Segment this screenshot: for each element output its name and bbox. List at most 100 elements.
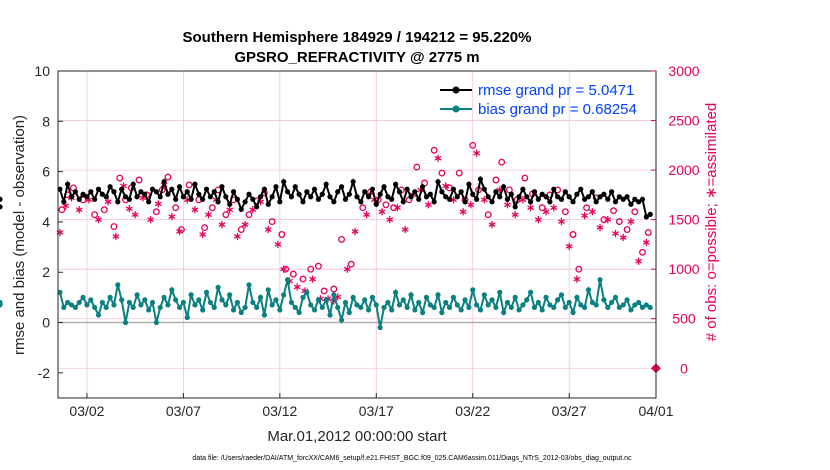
- rmse-point: [362, 189, 368, 195]
- bias-point: [643, 302, 649, 308]
- obs-assimilated-marker: [627, 218, 635, 226]
- rmse-point: [246, 191, 252, 197]
- bias-point: [338, 317, 345, 323]
- bias-point: [470, 287, 476, 293]
- rmse-point: [462, 199, 468, 205]
- bias-point: [211, 304, 217, 311]
- bias-point: [192, 302, 198, 308]
- rmse-point: [431, 199, 437, 205]
- obs-possible-marker: [610, 207, 618, 215]
- chart-titles: Southern Hemisphere 184929 / 194212 = 95…: [183, 29, 532, 66]
- obs-possible-marker: [623, 226, 631, 233]
- rmse-point: [211, 189, 217, 195]
- rmse-point: [257, 194, 264, 200]
- rmse-point: [335, 189, 341, 195]
- obs-possible-marker: [390, 204, 398, 212]
- rmse-point: [520, 186, 526, 192]
- obs-possible-marker: [320, 287, 328, 295]
- obs-possible-marker: [116, 174, 124, 182]
- rmse-point: [551, 186, 557, 192]
- bias-point: [396, 302, 403, 308]
- bias-point: [223, 302, 229, 308]
- obs-possible-marker: [615, 218, 623, 226]
- obs-possible-marker: [58, 206, 66, 214]
- bias-point: [273, 297, 279, 303]
- obs-possible-marker: [222, 211, 230, 219]
- bias-point: [227, 292, 233, 298]
- x-tick-label: 03/12: [262, 403, 297, 419]
- bias-point: [149, 299, 156, 306]
- bias-point: [585, 287, 592, 293]
- rmse-point: [578, 186, 584, 192]
- obs-assimilated-marker: [176, 227, 183, 236]
- bias-point: [146, 307, 152, 313]
- rmse-point: [342, 196, 349, 202]
- obs-assimilated-marker: [343, 265, 351, 273]
- bias-point: [246, 282, 252, 288]
- bias-point: [207, 299, 213, 306]
- bias-point: [142, 297, 148, 303]
- bias-point: [203, 289, 210, 295]
- obs-possible-marker: [583, 204, 591, 212]
- bias-point: [389, 307, 395, 313]
- obs-assimilated-marker: [511, 211, 519, 219]
- bias-point: [582, 304, 588, 311]
- rmse-point: [138, 189, 144, 195]
- rmse-point: [311, 186, 318, 192]
- bias-point: [354, 302, 360, 308]
- rmse-point: [184, 189, 190, 195]
- grid-lines: [58, 70, 656, 398]
- obs-possible-marker: [185, 181, 193, 189]
- rmse-point: [535, 196, 541, 202]
- rmse-point: [169, 186, 175, 192]
- rmse-point: [327, 194, 333, 200]
- bias-point: [601, 297, 607, 303]
- bias-point: [431, 304, 437, 311]
- y2-tick-label: 3000: [668, 63, 699, 79]
- rmse-point: [242, 199, 248, 205]
- rmse-point: [419, 184, 426, 190]
- bias-point: [597, 277, 603, 283]
- bias-point: [423, 294, 430, 300]
- rmse-point: [423, 194, 430, 200]
- obs-assimilated-marker: [226, 206, 234, 214]
- bias-point: [157, 304, 163, 311]
- bias-point: [516, 307, 522, 313]
- rmse-point: [408, 194, 414, 200]
- bias-point: [342, 299, 349, 306]
- obs-possible-marker: [164, 173, 172, 181]
- bias-point: [462, 297, 468, 303]
- bias-point: [265, 287, 271, 293]
- rmse-point: [439, 189, 445, 195]
- rmse-point: [119, 186, 125, 192]
- bias-point: [365, 307, 372, 313]
- bias-point: [173, 297, 179, 303]
- bias-point: [180, 299, 186, 306]
- obs-assimilated-marker: [467, 201, 475, 209]
- rmse-point: [392, 181, 399, 187]
- obs-assimilated-marker: [363, 211, 371, 219]
- rmse-point: [292, 184, 298, 190]
- rmse-point: [454, 194, 460, 200]
- bias-point: [535, 299, 541, 306]
- rmse-point: [389, 196, 395, 202]
- y-tick-label: 10: [34, 63, 50, 79]
- bias-point: [350, 294, 356, 300]
- obs-possible-marker: [278, 231, 286, 238]
- rmse-point: [543, 194, 549, 200]
- y-axis-label: rmse and bias (model - observation): [11, 115, 28, 355]
- rmse-point: [589, 189, 595, 195]
- obs-count-markers: [56, 141, 661, 374]
- bias-point: [419, 309, 426, 316]
- obs-assimilated-marker: [424, 201, 432, 209]
- x-axis-ticks: 03/02 03/07 03/12 03/17 03/22 03/27 04/01: [69, 393, 674, 419]
- obs-assimilated-marker: [401, 225, 409, 234]
- rmse-point: [636, 199, 642, 205]
- bias-point: [138, 302, 144, 308]
- rmse-point: [115, 199, 121, 205]
- rmse-point: [107, 184, 113, 190]
- obs-possible-marker: [359, 204, 367, 212]
- rmse-point: [99, 191, 105, 197]
- bias-point: [558, 292, 565, 298]
- bias-point: [628, 307, 634, 313]
